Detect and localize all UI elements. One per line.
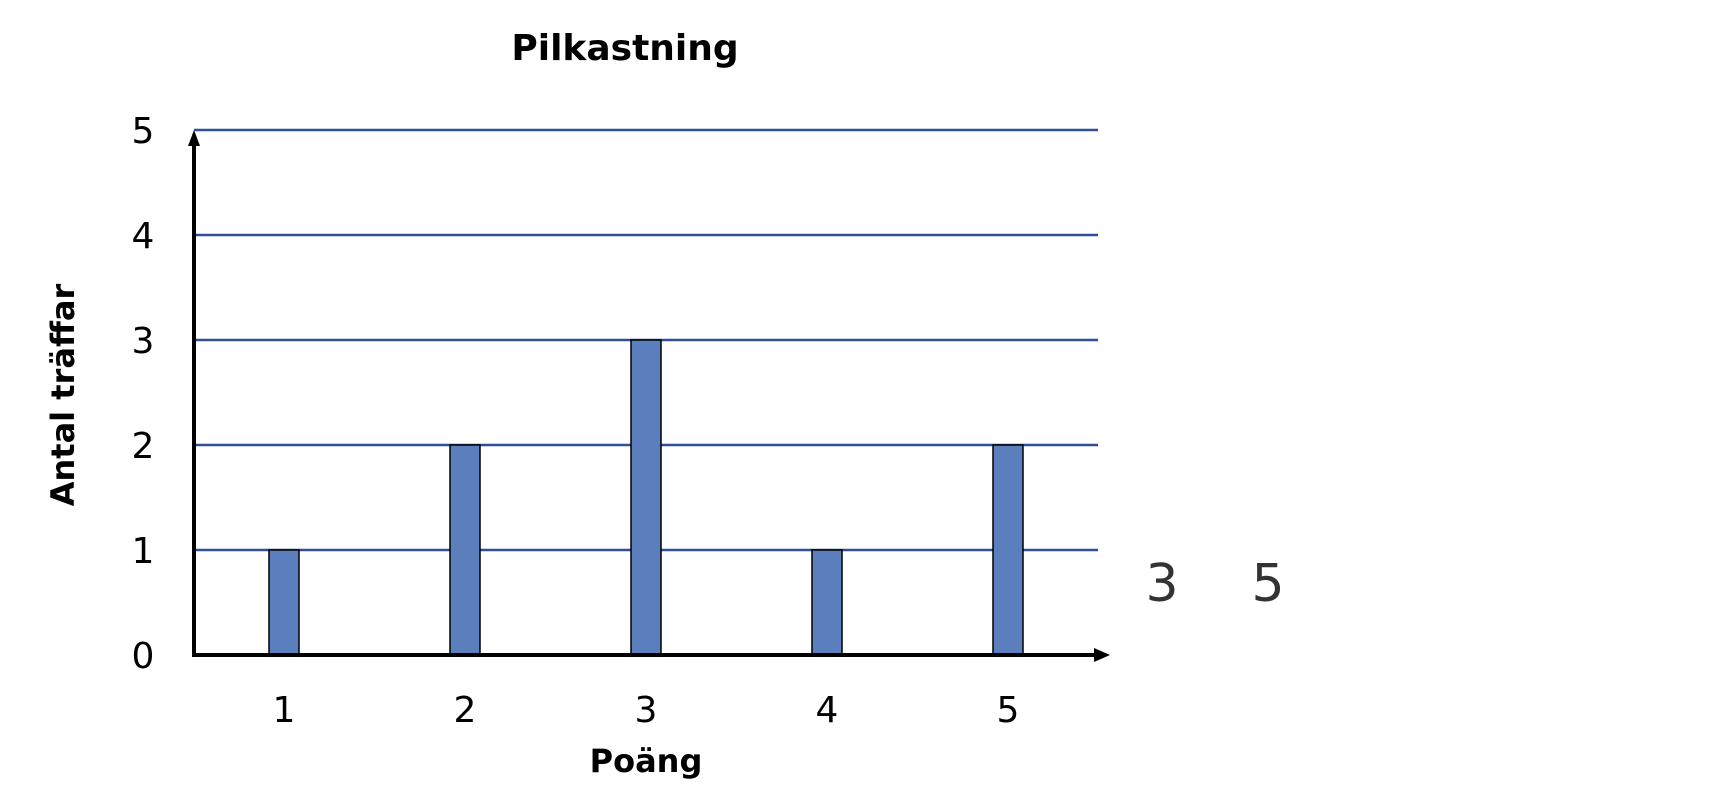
x-tick-label-1: 1 [273, 690, 296, 731]
axes [188, 130, 1110, 662]
bar-1 [268, 549, 300, 656]
y-tick-label-5: 5 [132, 111, 155, 152]
x-axis-arrowhead [1094, 648, 1110, 662]
y-tick-label-0: 0 [132, 636, 155, 677]
x-tick-label-4: 4 [816, 690, 839, 731]
x-tick-labels: 1 2 3 4 5 [273, 690, 1020, 731]
x-tick-label-3: 3 [635, 690, 658, 731]
y-tick-labels: 0 1 2 3 4 5 [132, 111, 155, 677]
y-tick-label-3: 3 [132, 321, 155, 362]
bars [268, 339, 1024, 656]
x-tick-label-2: 2 [454, 690, 477, 731]
x-axis-label: Poäng [590, 742, 703, 780]
y-tick-label-4: 4 [132, 216, 155, 257]
y-tick-label-2: 2 [132, 426, 155, 467]
bar-2 [449, 444, 481, 656]
bar-3 [630, 339, 662, 656]
y-tick-label-1: 1 [132, 531, 155, 572]
side-annotation-2: 5 [1251, 554, 1284, 614]
side-annotation-1: 3 [1145, 554, 1178, 614]
x-tick-label-5: 5 [997, 690, 1020, 731]
bar-4 [811, 549, 843, 656]
chart-title: Pilkastning [511, 28, 738, 69]
y-axis-arrowhead [188, 130, 200, 146]
bar-5 [992, 444, 1024, 656]
y-axis-label: Antal träffar [44, 284, 82, 507]
